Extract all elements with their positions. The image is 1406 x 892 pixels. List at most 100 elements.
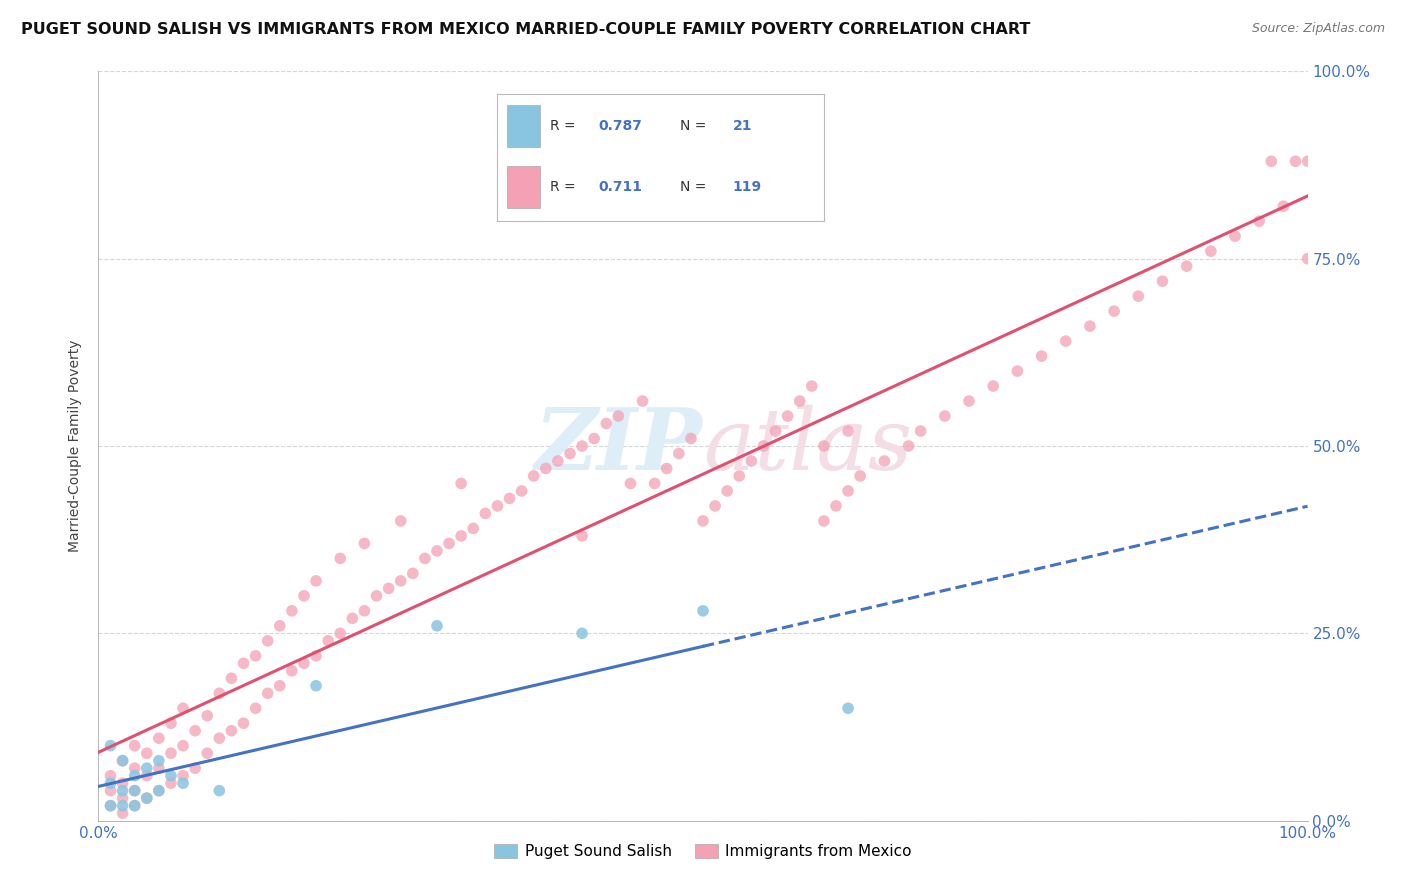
Point bbox=[837, 424, 859, 438]
Point bbox=[1152, 274, 1174, 288]
Point bbox=[1031, 349, 1053, 363]
Point bbox=[160, 746, 183, 760]
Point bbox=[389, 574, 412, 588]
Point bbox=[148, 783, 170, 797]
Point bbox=[208, 731, 231, 746]
Point bbox=[172, 769, 194, 783]
Point bbox=[1223, 229, 1246, 244]
Point bbox=[135, 761, 157, 775]
Point bbox=[124, 783, 146, 797]
Point bbox=[437, 536, 460, 550]
Point bbox=[124, 769, 146, 783]
Point bbox=[1260, 154, 1282, 169]
Point bbox=[329, 551, 352, 566]
Point bbox=[195, 708, 218, 723]
Point bbox=[813, 514, 835, 528]
Point bbox=[692, 604, 714, 618]
Point bbox=[1272, 199, 1295, 213]
Point bbox=[111, 798, 134, 813]
Point bbox=[1128, 289, 1150, 303]
Point bbox=[607, 409, 630, 423]
Point bbox=[583, 432, 606, 446]
Point bbox=[148, 761, 170, 775]
Point bbox=[873, 454, 896, 468]
Point bbox=[256, 686, 278, 700]
Point bbox=[100, 783, 122, 797]
Point bbox=[111, 791, 134, 805]
Point bbox=[413, 551, 436, 566]
Point bbox=[704, 499, 727, 513]
Point bbox=[100, 798, 122, 813]
Text: Source: ZipAtlas.com: Source: ZipAtlas.com bbox=[1251, 22, 1385, 36]
Point bbox=[353, 536, 375, 550]
Point bbox=[100, 769, 122, 783]
Point bbox=[135, 791, 157, 805]
Point bbox=[1078, 319, 1101, 334]
Point bbox=[728, 469, 751, 483]
Point bbox=[631, 394, 654, 409]
Point bbox=[305, 648, 328, 663]
Point bbox=[897, 439, 920, 453]
Point bbox=[160, 716, 183, 731]
Point bbox=[256, 633, 278, 648]
Text: PUGET SOUND SALISH VS IMMIGRANTS FROM MEXICO MARRIED-COUPLE FAMILY POVERTY CORRE: PUGET SOUND SALISH VS IMMIGRANTS FROM ME… bbox=[21, 22, 1031, 37]
Point bbox=[148, 754, 170, 768]
Point bbox=[800, 379, 823, 393]
Point bbox=[366, 589, 388, 603]
Point bbox=[135, 791, 157, 805]
Point bbox=[402, 566, 425, 581]
Point bbox=[1296, 154, 1319, 169]
Y-axis label: Married-Couple Family Poverty: Married-Couple Family Poverty bbox=[69, 340, 83, 552]
Point bbox=[172, 701, 194, 715]
Point bbox=[644, 476, 666, 491]
Point bbox=[111, 783, 134, 797]
Point bbox=[450, 476, 472, 491]
Point bbox=[547, 454, 569, 468]
Point bbox=[789, 394, 811, 409]
Point bbox=[474, 507, 496, 521]
Point bbox=[765, 424, 787, 438]
Text: atlas: atlas bbox=[703, 405, 912, 487]
Point bbox=[124, 798, 146, 813]
Point bbox=[486, 499, 509, 513]
Point bbox=[498, 491, 520, 506]
Point bbox=[426, 544, 449, 558]
Point bbox=[1199, 244, 1222, 259]
Point bbox=[221, 723, 243, 738]
Point bbox=[160, 769, 183, 783]
Point bbox=[558, 446, 581, 460]
Point bbox=[353, 604, 375, 618]
Point bbox=[100, 776, 122, 790]
Point bbox=[377, 582, 399, 596]
Point bbox=[148, 731, 170, 746]
Point bbox=[329, 626, 352, 640]
Point bbox=[957, 394, 980, 409]
Point bbox=[245, 701, 267, 715]
Point bbox=[776, 409, 799, 423]
Point bbox=[100, 798, 122, 813]
Point bbox=[305, 679, 328, 693]
Point bbox=[292, 657, 315, 671]
Point bbox=[148, 783, 170, 797]
Point bbox=[111, 754, 134, 768]
Point bbox=[825, 499, 848, 513]
Point bbox=[135, 746, 157, 760]
Point bbox=[595, 417, 617, 431]
Point bbox=[740, 454, 762, 468]
Point bbox=[1284, 154, 1306, 169]
Point bbox=[813, 439, 835, 453]
Point bbox=[450, 529, 472, 543]
Point bbox=[934, 409, 956, 423]
Point bbox=[184, 723, 207, 738]
Point bbox=[269, 619, 291, 633]
Point bbox=[172, 776, 194, 790]
Point bbox=[232, 716, 254, 731]
Point bbox=[342, 611, 364, 625]
Point bbox=[172, 739, 194, 753]
Point bbox=[292, 589, 315, 603]
Point bbox=[523, 469, 546, 483]
Point bbox=[389, 514, 412, 528]
Point bbox=[571, 626, 593, 640]
Point bbox=[655, 461, 678, 475]
Point bbox=[208, 783, 231, 797]
